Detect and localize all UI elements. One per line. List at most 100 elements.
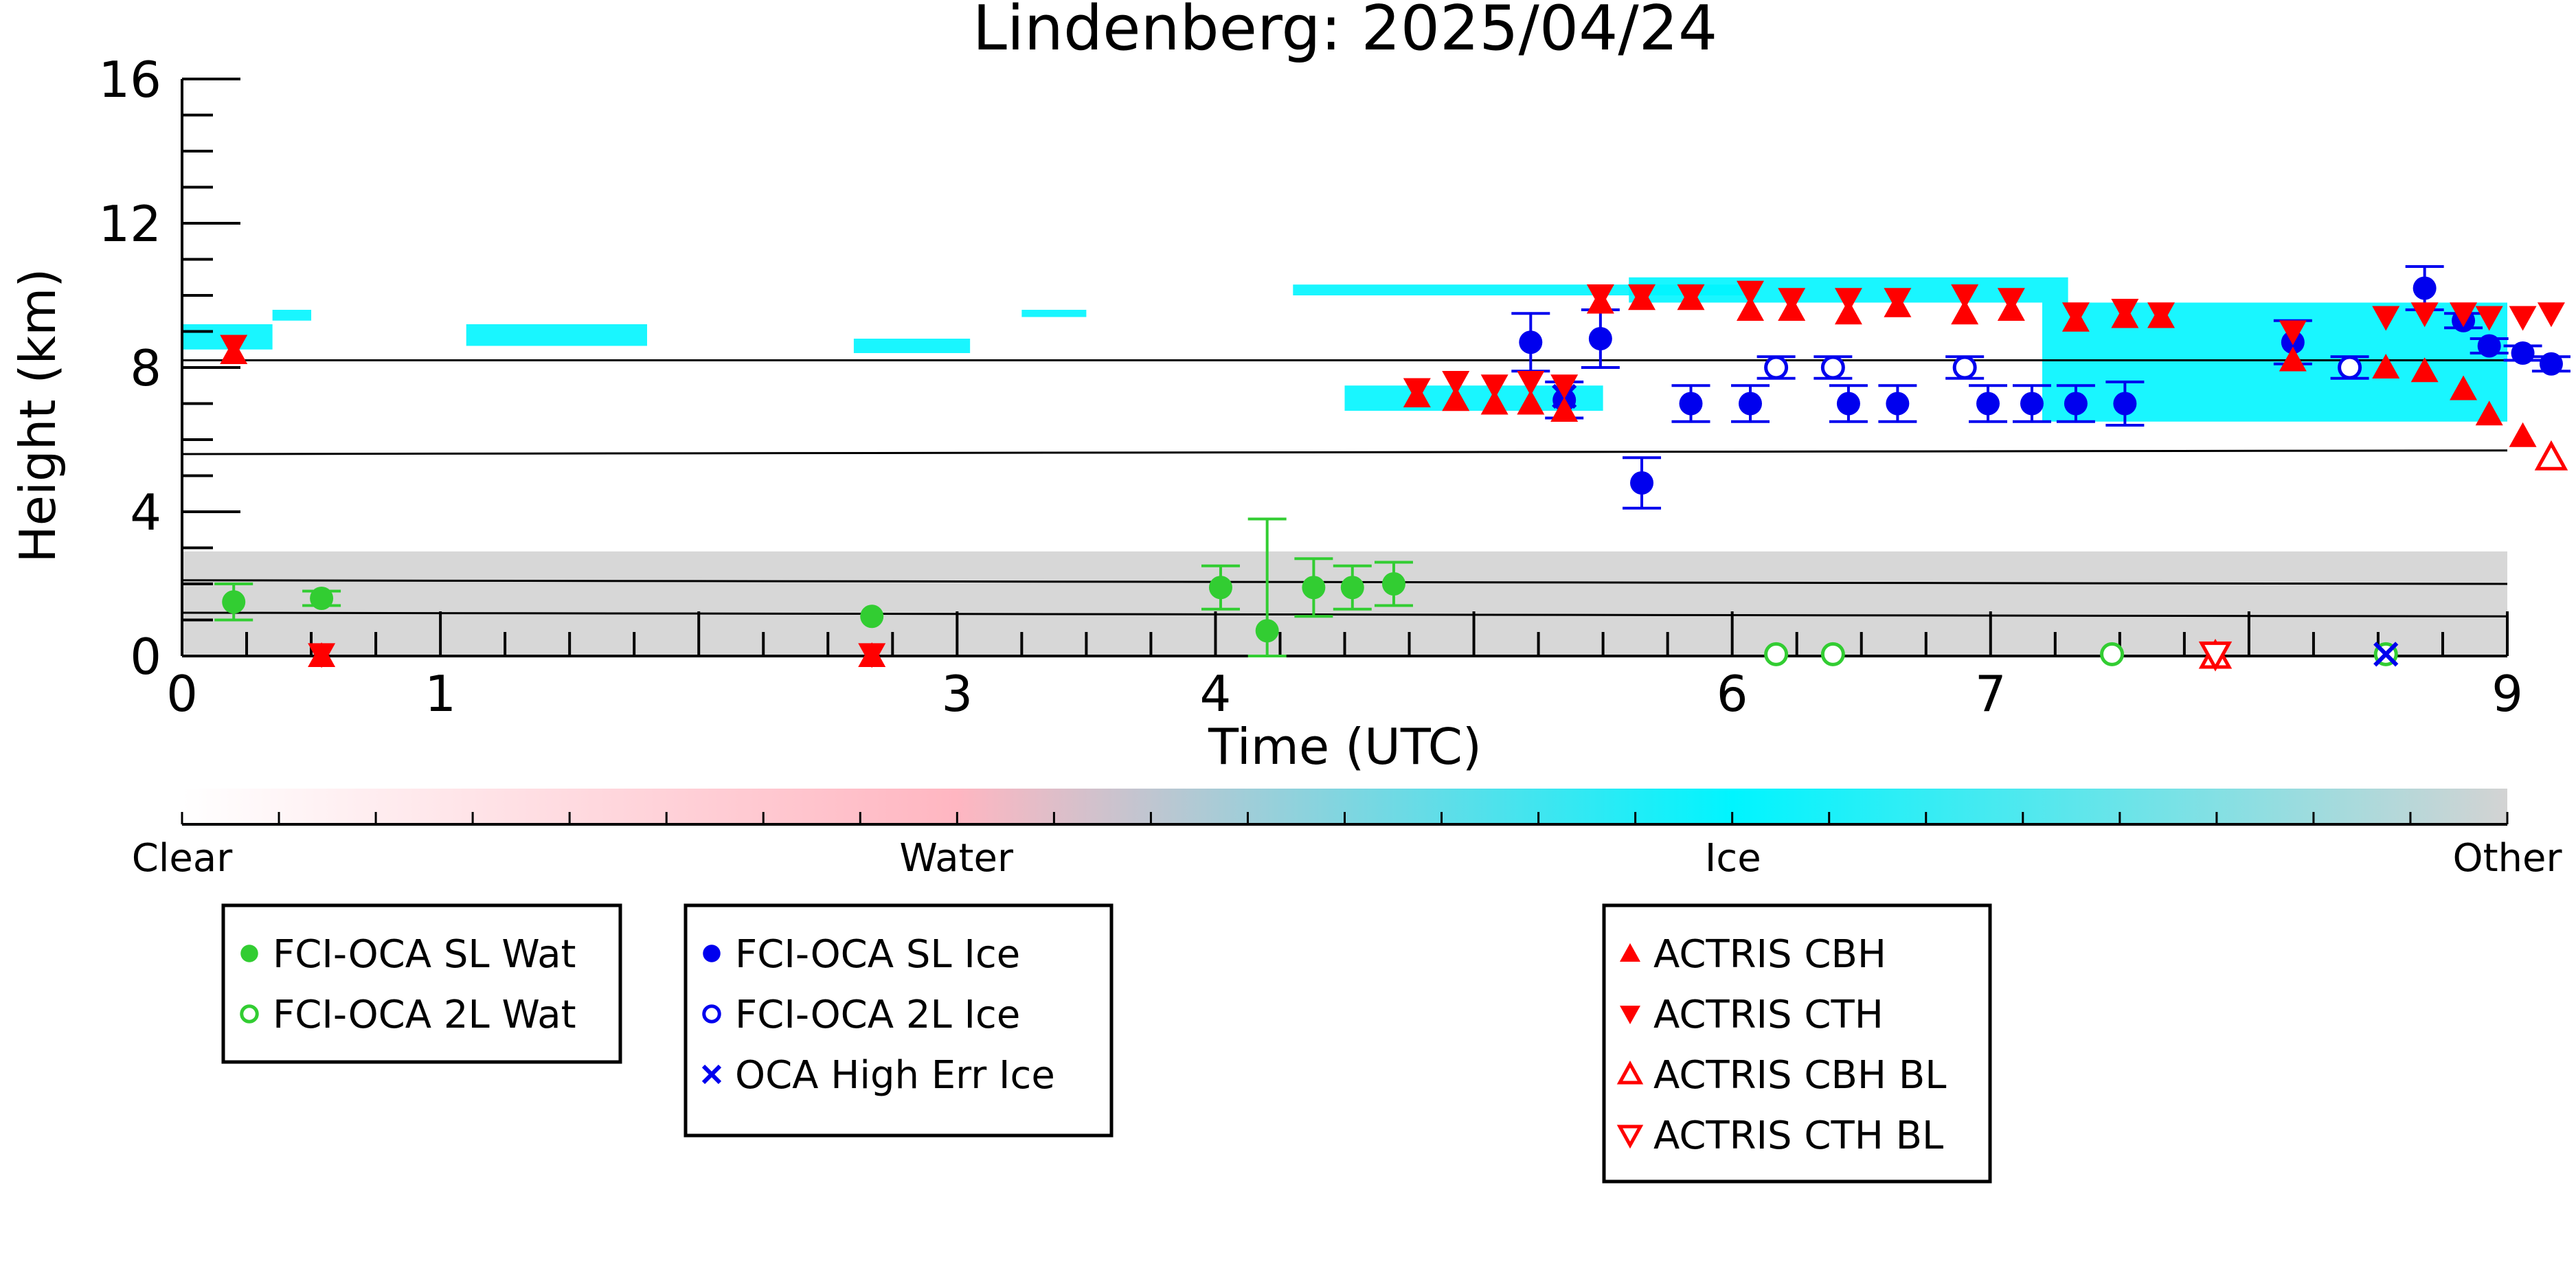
- fci-oca-2l-wat-point-shape: [1820, 642, 1845, 666]
- fci-oca-2l-ice-point: [1952, 355, 1977, 380]
- fci-oca-sl-ice-point: [1976, 392, 2000, 416]
- legend-marker: [702, 1004, 721, 1024]
- fci-oca-2l-wat-point: [1820, 642, 1845, 666]
- fci-oca-sl-ice-point-shape: [2539, 352, 2563, 376]
- legend-label: OCA High Err Ice: [735, 1053, 1055, 1098]
- actris-cth-point-shape: [1480, 374, 1509, 400]
- fci-oca-sl-ice-point-shape: [1588, 327, 1612, 350]
- legend-label: FCI-OCA 2L Ice: [735, 993, 1020, 1037]
- actris-cbh-point-shape: [2372, 354, 2400, 379]
- actris-cth-point-shape: [2147, 302, 2176, 328]
- actris-cth-point-shape: [1550, 374, 1579, 400]
- ice-cloud-patch: [272, 310, 312, 321]
- actris-cth-point-shape: [1677, 284, 1705, 309]
- fci-oca-sl-ice-point: [1630, 471, 1654, 495]
- fci-oca-sl-ice-point-shape: [1519, 330, 1543, 354]
- axes: 0 4 8 12 16 0 1 3 4 6 7 9: [98, 51, 2523, 723]
- legend-marker: [240, 945, 258, 962]
- actris-cbh-point-shape: [1736, 296, 1764, 321]
- actris-cbh-point: [2410, 357, 2439, 383]
- actris-cbh-point-shape: [1951, 300, 1979, 325]
- actris-cth-point: [858, 643, 886, 668]
- fci-oca-sl-ice-point: [1886, 392, 1910, 416]
- legend-marker: [1620, 1006, 1640, 1024]
- legend-box: ACTRIS CBH ACTRIS CTH ACTRIS CBH BL ACTRIS …: [1602, 903, 1992, 1184]
- legend-marker-shape: [702, 1004, 721, 1024]
- legend-marker: [1620, 943, 1640, 962]
- actris-cth-point: [1403, 378, 1431, 403]
- class-colorbar: Clear Water Ice Other: [132, 789, 2562, 881]
- actris-cbh-point-shape: [1517, 389, 1545, 415]
- actris-cth-point-shape: [2475, 306, 2503, 331]
- actris-cth-point: [2372, 306, 2400, 331]
- actris-cbh-point-shape: [2279, 346, 2307, 372]
- y-tick-label: 4: [130, 484, 161, 541]
- ice-cloud-patch: [1021, 310, 1087, 317]
- actris-cth-point: [2509, 306, 2537, 331]
- legend-frame: [221, 903, 622, 1064]
- actris-cth-point-shape: [2279, 320, 2307, 346]
- data-marks: [214, 265, 2571, 672]
- actris-cth-point: [1778, 288, 1806, 313]
- actris-cth-point: [1586, 284, 1614, 309]
- actris-cth-bl-point-shape: [2198, 641, 2233, 672]
- fci-oca-sl-wat-point: [1340, 576, 1364, 600]
- legend-frame: [1602, 903, 1992, 1184]
- fci-oca-sl-ice-point: [1836, 392, 1860, 416]
- fci-oca-sl-ice-point: [2413, 276, 2437, 300]
- actris-cth-point: [1677, 284, 1705, 309]
- fci-oca-2l-wat-point-shape: [1764, 642, 1789, 666]
- actris-cth-point: [220, 335, 248, 360]
- actris-cth-point-shape: [2410, 302, 2439, 328]
- legend-marker-shape: [1616, 1060, 1644, 1085]
- fci-oca-sl-wat-point: [222, 590, 246, 614]
- actris-cth-point-shape: [2111, 299, 2139, 324]
- legend-marker: [1616, 1125, 1644, 1149]
- x-tick-label: 9: [2492, 665, 2523, 723]
- actris-cbh-point: [2509, 422, 2537, 447]
- fci-oca-2l-ice-point: [2338, 355, 2362, 380]
- actris-cth-bl-point: [2198, 641, 2233, 672]
- y-tick-label: 8: [130, 339, 161, 397]
- actris-cth-point-shape: [2450, 302, 2478, 328]
- legend-frame: [683, 903, 1114, 1138]
- y-axis-label: Height (km): [9, 269, 67, 563]
- actris-cbh-point: [2279, 346, 2307, 372]
- fci-oca-2l-ice-point-shape: [1764, 355, 1789, 380]
- fci-oca-sl-wat-point-shape: [310, 587, 334, 610]
- actris-cbh-point: [2475, 400, 2503, 426]
- legend-label: ACTRIS CTH BL: [1653, 1114, 1943, 1158]
- fci-oca-sl-ice-point-shape: [2064, 392, 2088, 416]
- cloud-classification-background: [182, 277, 2507, 656]
- fci-oca-sl-wat-point-shape: [1255, 619, 1279, 643]
- actris-cth-point: [1884, 288, 1912, 313]
- fci-oca-sl-wat-point: [1381, 572, 1405, 596]
- actris-cth-point: [2537, 302, 2565, 328]
- fci-oca-sl-ice-point: [1679, 392, 1703, 416]
- legend-label: ACTRIS CTH: [1653, 993, 1884, 1037]
- actris-cth-point: [2475, 306, 2503, 331]
- fci-oca-sl-wat-point-shape: [1340, 576, 1364, 600]
- actris-cth-point: [1517, 371, 1545, 396]
- legend-marker-shape: [1620, 943, 1640, 962]
- reference-line: [181, 449, 2508, 455]
- actris-cth-point-shape: [1834, 288, 1862, 313]
- actris-cbh-point-shape: [2450, 375, 2478, 400]
- fci-oca-2l-ice-point-shape: [1820, 355, 1845, 380]
- actris-cbh-point: [1517, 389, 1545, 415]
- fci-oca-2l-wat-point-shape: [2100, 642, 2125, 666]
- fci-oca-2l-ice-point: [1764, 355, 1789, 380]
- reference-line: [181, 611, 2508, 618]
- legend-marker-shape: [1620, 1006, 1640, 1024]
- legend-marker: [240, 1004, 259, 1024]
- actris-cth-point-shape: [1628, 284, 1656, 309]
- fci-oca-2l-wat-point: [2100, 642, 2125, 666]
- fci-oca-sl-ice-point-shape: [2413, 276, 2437, 300]
- ice-cloud-patch: [853, 339, 971, 353]
- actris-cbh-point-shape: [2410, 357, 2439, 383]
- x-tick-label: 1: [425, 665, 456, 723]
- legend-box: FCI-OCA SL Wat FCI-OCA 2L Wat: [221, 903, 622, 1064]
- actris-cth-point-shape: [1951, 284, 1979, 309]
- legend-marker: [703, 945, 721, 962]
